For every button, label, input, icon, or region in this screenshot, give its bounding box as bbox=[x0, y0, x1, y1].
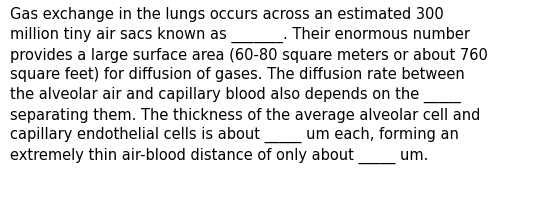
Text: Gas exchange in the lungs occurs across an estimated 300
million tiny air sacs k: Gas exchange in the lungs occurs across … bbox=[10, 7, 488, 164]
